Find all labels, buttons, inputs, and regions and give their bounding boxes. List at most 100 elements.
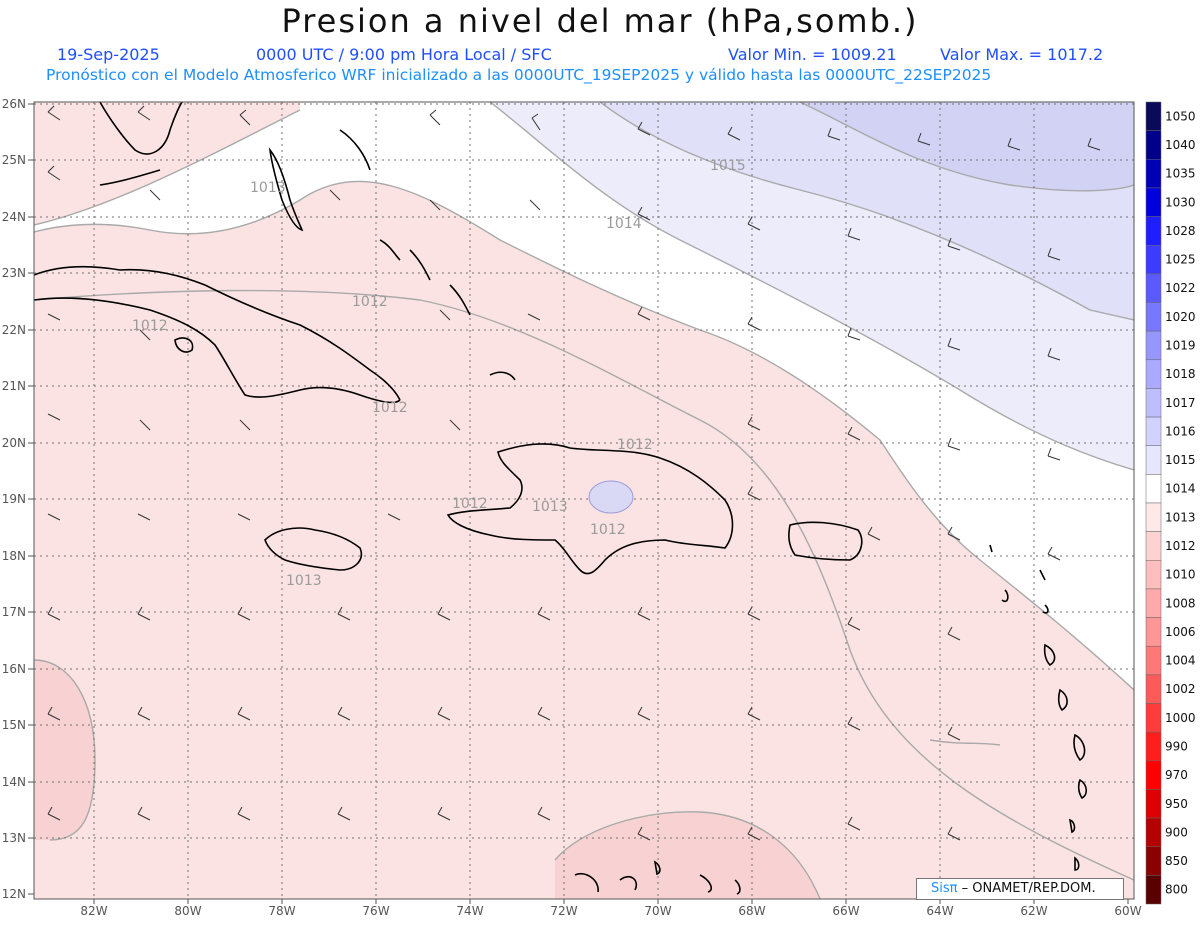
isla-juventud [174, 337, 194, 353]
lat-label: 12N [2, 887, 26, 901]
colorbar-label: 1015 [1165, 453, 1196, 467]
max-value: Valor Max. = 1017.2 [940, 45, 1104, 64]
lon-label: 62W [1020, 904, 1047, 918]
colorbar-swatch [1145, 244, 1162, 275]
contour-label: 1012 [132, 318, 168, 334]
colorbar-swatch [1145, 273, 1162, 303]
colorbar-label: 1017 [1165, 396, 1196, 410]
colorbar-swatch [1145, 731, 1162, 762]
lat-label: 13N [2, 831, 26, 845]
colorbar-label: 1028 [1165, 224, 1196, 238]
map-frame [33, 101, 1135, 900]
colorbar-swatch [1145, 101, 1162, 131]
lat-label: 24N [2, 210, 26, 224]
colorbar-label: 1004 [1165, 654, 1196, 668]
colorbar-swatch [1145, 531, 1162, 561]
credit-box: Sisπ – ONAMET/REP.DOM. [916, 878, 1124, 900]
florida-coast [99, 102, 183, 155]
model-description: Pronóstico con el Modelo Atmosferico WRF… [46, 66, 992, 84]
min-value: Valor Min. = 1009.21 [728, 45, 897, 64]
colorbar-swatch [1145, 645, 1162, 676]
lat-label: 21N [2, 379, 26, 393]
longitude-axis: 82W 80W 78W 76W 74W 72W 70W 68W 66W 64W … [80, 904, 1141, 918]
colorbar-label: 1030 [1165, 195, 1196, 209]
lon-label: 72W [550, 904, 577, 918]
contour-label: 1013 [532, 499, 568, 515]
contour-label: 1012 [590, 522, 626, 538]
longitude-ticks [93, 899, 1129, 904]
lat-label: 14N [2, 775, 26, 789]
lon-label: 70W [644, 904, 671, 918]
colorbar-swatch [1145, 359, 1162, 389]
colorbar-swatch [1145, 474, 1162, 504]
colorbar-label: 970 [1165, 768, 1188, 782]
lon-label: 64W [926, 904, 953, 918]
colorbar-label: 1002 [1165, 682, 1196, 696]
colorbar-label: 1035 [1165, 167, 1196, 181]
colorbar-swatch [1145, 588, 1162, 618]
colorbar-label: 1000 [1165, 711, 1196, 725]
colorbar-label: 1050 [1165, 109, 1196, 123]
colorbar-label: 1018 [1165, 367, 1196, 381]
hispaniola-coast [446, 443, 734, 575]
colorbar-label: 850 [1165, 854, 1188, 868]
low-center [588, 480, 634, 514]
lon-label: 74W [456, 904, 483, 918]
colorbar-swatch [1145, 187, 1162, 217]
colorbar-swatch [1145, 560, 1162, 590]
lon-label: 68W [738, 904, 765, 918]
lon-label: 80W [174, 904, 201, 918]
colorbar-swatch [1145, 388, 1162, 418]
colorbar-swatch [1145, 674, 1162, 704]
colorbar-label: 1020 [1165, 310, 1196, 324]
colorbar-swatch [1145, 130, 1162, 160]
isobar-band-1016 [800, 102, 1134, 191]
credit-org: – ONAMET/REP.DOM. [961, 881, 1096, 896]
colorbar-swatch [1145, 760, 1162, 790]
lon-label: 66W [832, 904, 859, 918]
contour-labels: 1015 1014 1013 1012 1012 1012 1012 1012 … [132, 158, 746, 589]
contour-label: 1014 [606, 216, 642, 232]
colorbar-swatch [1145, 416, 1162, 446]
colorbar-label: 990 [1165, 739, 1188, 753]
bahamas-eleuthera [339, 129, 371, 171]
colorbar-label: 1040 [1165, 138, 1196, 152]
coastlines [34, 102, 1088, 895]
colorbar-label: 800 [1165, 883, 1188, 897]
lat-label: 17N [2, 605, 26, 619]
colorbar-label: 1014 [1165, 482, 1196, 496]
latitude-axis: 26N 25N 24N 23N 22N 21N 20N 19N 18N 17N … [2, 97, 26, 901]
isobar-lines [34, 102, 1134, 899]
colorbar-swatch [1145, 445, 1162, 475]
colorbar-label: 1025 [1165, 253, 1196, 267]
colorbar-swatch [1145, 875, 1162, 905]
lat-label: 16N [2, 662, 26, 676]
lat-label: 19N [2, 492, 26, 506]
lat-label: 22N [2, 323, 26, 337]
cuba-coast [34, 265, 401, 404]
bahamas-andros [268, 147, 304, 232]
colorbar-label: 1010 [1165, 568, 1196, 582]
colorbar-label: 900 [1165, 825, 1188, 839]
lon-label: 78W [268, 904, 295, 918]
latitude-ticks [28, 103, 34, 895]
colorbar: 1050 1040 1035 1030 1028 1025 1022 1020 1019 1018… [1145, 101, 1196, 905]
colorbar-swatch [1145, 703, 1162, 733]
lon-label: 60W [1114, 904, 1141, 918]
lat-label: 23N [2, 266, 26, 280]
contour-label: 1012 [352, 294, 388, 310]
forecast-time: 0000 UTC / 9:00 pm Hora Local / SFC [256, 45, 552, 64]
colorbar-swatch [1145, 817, 1162, 847]
colorbar-swatch [1145, 330, 1162, 361]
puerto-rico-coast [788, 521, 863, 561]
wind-barbs [47, 105, 1101, 841]
colorbar-label: 1019 [1165, 338, 1196, 352]
graticule [34, 102, 1134, 899]
lesser-antilles [989, 544, 1088, 871]
jamaica-coast [264, 527, 362, 571]
colorbar-swatch [1145, 159, 1162, 189]
contour-label: 1015 [710, 158, 746, 174]
low-pressure-south [555, 811, 820, 899]
low-pressure-west [34, 660, 95, 840]
